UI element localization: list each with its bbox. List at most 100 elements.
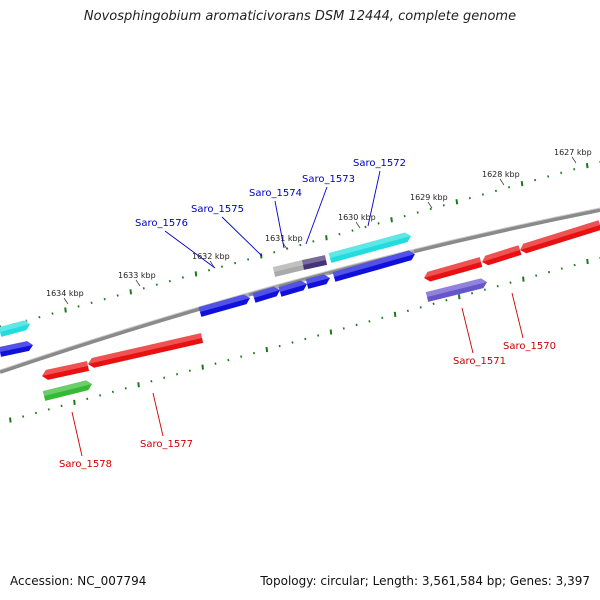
- kbp-leader: [209, 260, 215, 268]
- kbp-label: 1633 kbp: [118, 271, 156, 280]
- inner-tick-track-tick: [278, 344, 281, 348]
- gene-cyan-mid: [328, 231, 411, 263]
- gene-saro-1570-a-shine: [480, 245, 520, 262]
- inner-tick-track-tick: [9, 417, 12, 423]
- inner-tick-track-tick: [586, 258, 589, 265]
- inner-tick-track-tick: [124, 387, 127, 390]
- gene-saro-1571-shine: [422, 257, 481, 278]
- inner-tick-track-tick: [381, 316, 384, 320]
- outer-tick-track-tick: [38, 315, 41, 319]
- gene-blue-3: [278, 279, 307, 297]
- kbp-label: 1629 kbp: [410, 193, 448, 202]
- outer-tick-track-tick: [77, 305, 80, 308]
- inner-tick-track-tick: [163, 376, 166, 379]
- label-leaders: [71, 170, 524, 457]
- gene-saro-1570-b-body: [520, 220, 600, 254]
- inner-tick-track-tick: [483, 288, 486, 291]
- outer-tick-track-tick: [455, 199, 459, 205]
- gene-green: [42, 379, 92, 401]
- inner-tick-track-tick: [214, 362, 217, 365]
- outer-tick-track-tick: [560, 171, 563, 175]
- gene-label-saro-1578: Saro_1578: [59, 459, 112, 470]
- gene-saro-1577: [86, 333, 204, 368]
- outer-tick-track-tick: [299, 243, 302, 247]
- inner-tick-track-tick: [188, 369, 191, 372]
- gene-saro-1571: [422, 257, 483, 282]
- gene-blue-3-body: [278, 280, 307, 297]
- gene-label-leader: [367, 170, 381, 227]
- gene-labels: Saro_1570Saro_1571Saro_1572Saro_1573Saro…: [59, 158, 556, 470]
- outer-tick-track-tick: [312, 240, 315, 243]
- kbp-leader: [427, 201, 433, 209]
- gene-saro-1577-body: [88, 333, 204, 368]
- gene-darkpurple-body: [301, 255, 328, 270]
- gene-green-shine: [42, 379, 92, 396]
- kbp-label: 1632 kbp: [192, 252, 230, 261]
- gene-saro-1570-a-body: [482, 245, 522, 266]
- kbp-leader: [63, 297, 69, 305]
- gene-label-saro-1571: Saro_1571: [453, 356, 506, 367]
- genome-backbone: [0, 208, 600, 374]
- outer-tick-track-tick: [429, 207, 432, 211]
- outer-tick-track-tick: [25, 319, 28, 323]
- inner-tick-track-tick: [201, 364, 204, 370]
- outer-tick-track-tick: [273, 250, 276, 254]
- gene-gray: [272, 260, 305, 277]
- accession-text: Accession: NC_007794: [10, 574, 147, 588]
- outer-tick-track-tick: [207, 269, 211, 272]
- kbp-labels: 1634 kbp 1633 kbp 1632 kbp 1631 kbp 1630 kbp…: [46, 148, 592, 305]
- gene-label-leader: [221, 216, 263, 257]
- inner-tick-track-tick: [419, 306, 422, 309]
- inner-tick-track-tick: [406, 309, 409, 313]
- gene-saro-1578: [40, 361, 90, 380]
- inner-tick-track-tick: [252, 351, 256, 355]
- inner-tick-track-tick: [535, 274, 538, 277]
- gene-saro-1570-b: [518, 220, 600, 254]
- inner-tick-track-tick: [304, 337, 307, 341]
- tick-tracks: [0, 161, 600, 423]
- outer-tick-track-tick: [468, 196, 471, 200]
- outer-tick-track-tick: [116, 294, 119, 297]
- gene-blue-2: [252, 285, 280, 303]
- gene-saro-1578-shine: [40, 361, 88, 376]
- inner-tick-track-tick: [47, 408, 50, 411]
- inner-tick-track-tick: [291, 341, 294, 344]
- kbp-leader: [135, 279, 141, 287]
- inner-tick-track-tick: [457, 294, 461, 300]
- outer-tick-track-tick: [181, 276, 184, 279]
- inner-tick-track-tick: [522, 276, 525, 282]
- outer-tick-track-tick: [168, 279, 171, 283]
- outer-tick-track-tick: [520, 181, 524, 187]
- gene-label-saro-1573: Saro_1573: [302, 174, 355, 185]
- inner-tick-track-tick: [432, 302, 435, 306]
- gene-saro-1570-a: [480, 245, 522, 266]
- gene-label-saro-1575: Saro_1575: [191, 204, 244, 215]
- outer-tick-track-tick: [416, 211, 419, 214]
- kbp-label: 1631 kbp: [265, 234, 303, 243]
- outer-tick-track-tick: [129, 289, 133, 295]
- inner-tick-track-tick: [150, 380, 153, 383]
- gene-blue-2-body: [252, 286, 280, 303]
- kbp-label: 1634 kbp: [46, 289, 84, 298]
- outer-tick-track-tick: [51, 312, 54, 315]
- outer-tick-track-tick: [338, 232, 341, 236]
- outer-tick-track-tick: [259, 253, 263, 259]
- gene-label-leader: [164, 230, 216, 269]
- gene-label-saro-1576: Saro_1576: [135, 218, 188, 229]
- inner-tick-track-tick: [175, 372, 179, 376]
- inner-tick-track-tick: [393, 311, 397, 317]
- gene-blue-long-body: [332, 250, 415, 282]
- inner-tick-track-tick: [509, 281, 512, 284]
- inner-tick-track-tick: [137, 382, 140, 388]
- inner-tick-track-tick: [547, 270, 551, 274]
- gene-label-leader: [461, 307, 474, 354]
- inner-tick-track-tick: [368, 320, 371, 323]
- outer-tick-track-tick: [234, 261, 237, 265]
- outer-tick-track-tick: [364, 225, 367, 229]
- gene-label-leader: [71, 411, 83, 457]
- outer-tick-track-tick: [403, 214, 406, 218]
- outer-tick-track-tick: [325, 235, 328, 241]
- gene-label-saro-1574: Saro_1574: [249, 188, 302, 199]
- outer-tick-track-tick: [103, 297, 106, 301]
